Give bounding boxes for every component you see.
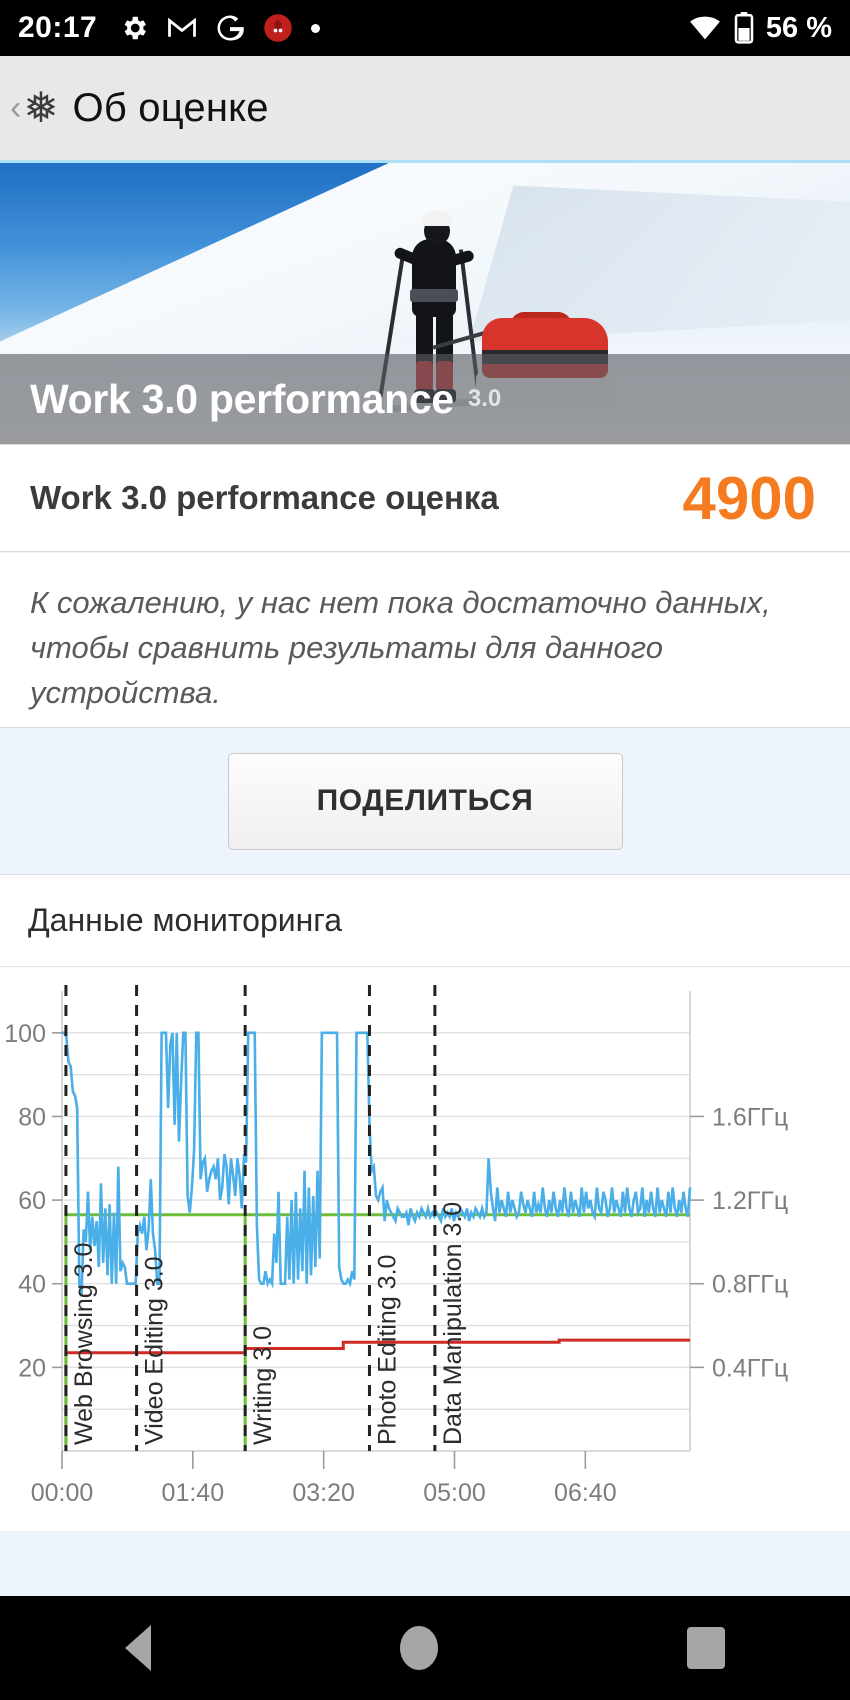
battery-icon <box>734 12 754 44</box>
antutu-flame-icon <box>264 14 292 42</box>
recents-button[interactable] <box>687 1627 726 1669</box>
svg-text:03:20: 03:20 <box>292 1479 355 1507</box>
svg-text:0.8ГГц: 0.8ГГц <box>712 1271 788 1299</box>
svg-text:40: 40 <box>18 1271 46 1299</box>
status-bar: 20:17 <box>0 0 850 56</box>
status-bar-clock: 20:17 <box>18 11 98 44</box>
score-card: Work 3.0 performance оценка 4900 <box>0 444 850 552</box>
share-section: ПОДЕЛИТЬСЯ <box>0 728 850 874</box>
hero-banner: Work 3.0 performance 3.0 <box>0 160 850 444</box>
svg-text:100: 100 <box>4 1020 46 1048</box>
monitoring-chart-svg: 20 40 60 80 100 0.4ГГц 0.8ГГц 1.2ГГц 1.6ГГц 00:00… <box>4 985 788 1507</box>
svg-text:06:40: 06:40 <box>554 1479 617 1507</box>
hero-version-label: 3.0 <box>467 385 502 412</box>
status-bar-system-icons: 56 % <box>688 12 832 45</box>
svg-text:60: 60 <box>18 1187 46 1215</box>
monitoring-data-card: Данные мониторинга 20 40 60 80 100 0.4ГГц 0.8Г… <box>0 874 850 1531</box>
home-button[interactable] <box>399 1626 438 1670</box>
comparison-note-text: К сожалению, у нас нет пока достаточно д… <box>30 585 771 710</box>
snowflake-icon[interactable]: ❅ <box>23 84 59 131</box>
svg-text:Writing 3.0: Writing 3.0 <box>249 1326 277 1445</box>
svg-text:80: 80 <box>18 1103 46 1131</box>
status-bar-notification-icons <box>119 13 321 43</box>
android-navigation-bar <box>0 1596 850 1700</box>
back-chevron-icon[interactable]: ‹ <box>10 89 22 127</box>
svg-text:20: 20 <box>18 1354 46 1382</box>
svg-text:05:00: 05:00 <box>423 1479 486 1507</box>
score-value: 4900 <box>682 464 816 532</box>
monitoring-data-title: Данные мониторинга <box>28 902 343 938</box>
svg-text:Data Manipulation 3.0: Data Manipulation 3.0 <box>439 1202 467 1445</box>
svg-text:Photo Editing 3.0: Photo Editing 3.0 <box>373 1255 401 1445</box>
app-bar: ‹ ❅ Об оценке <box>0 56 850 160</box>
svg-text:Video Editing 3.0: Video Editing 3.0 <box>141 1256 169 1445</box>
svg-text:1.2ГГц: 1.2ГГц <box>712 1187 788 1215</box>
gmail-icon <box>168 17 197 37</box>
svg-text:00:00: 00:00 <box>31 1479 94 1507</box>
svg-text:1.6ГГц: 1.6ГГц <box>712 1103 788 1131</box>
comparison-note-card: К сожалению, у нас нет пока достаточно д… <box>0 553 850 728</box>
svg-text:01:40: 01:40 <box>162 1479 225 1507</box>
hero-caption: Work 3.0 performance 3.0 <box>0 354 850 444</box>
share-button[interactable]: ПОДЕЛИТЬСЯ <box>227 752 623 850</box>
page-title: Об оценке <box>72 85 269 130</box>
gear-icon <box>124 16 147 40</box>
svg-text:Web Browsing 3.0: Web Browsing 3.0 <box>70 1243 98 1445</box>
google-icon <box>217 15 244 41</box>
monitoring-data-header: Данные мониторинга <box>0 875 850 967</box>
back-button[interactable] <box>124 1625 151 1671</box>
svg-text:0.4ГГц: 0.4ГГц <box>712 1354 788 1382</box>
wifi-icon <box>690 16 720 40</box>
dot-icon <box>311 23 321 33</box>
score-label: Work 3.0 performance оценка <box>30 479 499 516</box>
monitoring-chart[interactable]: 20 40 60 80 100 0.4ГГц 0.8ГГц 1.2ГГц 1.6ГГц 00:00… <box>0 967 850 1531</box>
hero-title: Work 3.0 performance <box>30 375 454 422</box>
battery-percentage: 56 % <box>765 11 832 44</box>
